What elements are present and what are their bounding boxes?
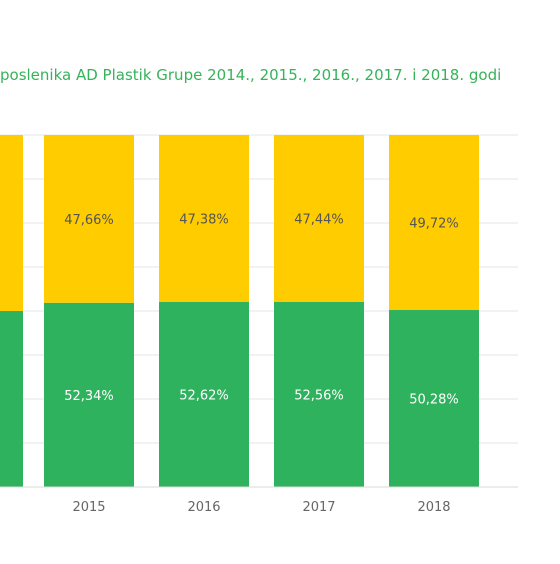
bar-segment-2018-1 <box>389 135 479 311</box>
data-label-2015-1: 47,66% <box>64 213 114 228</box>
bar-segment-2017-0 <box>274 301 364 487</box>
bar-segment-2016-0 <box>159 301 249 487</box>
value-labels: 52,34% 47,66% 52,62% 47,38% 52,56% 47,44% 50,2… <box>64 212 459 407</box>
data-label-2015-0: 52,34% <box>64 389 114 404</box>
chart-title: poslenika AD Plastik Grupe 2014., 2015.,… <box>0 66 501 84</box>
data-label-2016-1: 47,38% <box>179 212 229 227</box>
bar-segment-2018-0 <box>389 310 479 487</box>
bar-segment-2016-1 <box>159 135 249 302</box>
bar-segment-2014-1 <box>0 135 23 311</box>
data-label-2016-0: 52,62% <box>179 388 229 403</box>
x-tick-label-2016: 2016 <box>187 500 220 515</box>
data-label-2018-1: 49,72% <box>409 217 459 232</box>
x-axis-ticks: 2015 2016 2017 2018 <box>72 500 450 515</box>
bar-segment-2017-1 <box>274 135 364 302</box>
bar-segment-2015-0 <box>44 302 134 487</box>
bar-segment-2014-0 <box>0 311 23 487</box>
x-tick-label-2017: 2017 <box>302 500 335 515</box>
data-label-2018-0: 50,28% <box>409 393 459 408</box>
bar-segment-2015-1 <box>44 135 134 303</box>
x-tick-label-2018: 2018 <box>417 500 450 515</box>
data-label-2017-1: 47,44% <box>294 212 344 227</box>
bars <box>0 135 479 487</box>
data-label-2017-0: 52,56% <box>294 388 344 403</box>
x-tick-label-2015: 2015 <box>72 500 105 515</box>
